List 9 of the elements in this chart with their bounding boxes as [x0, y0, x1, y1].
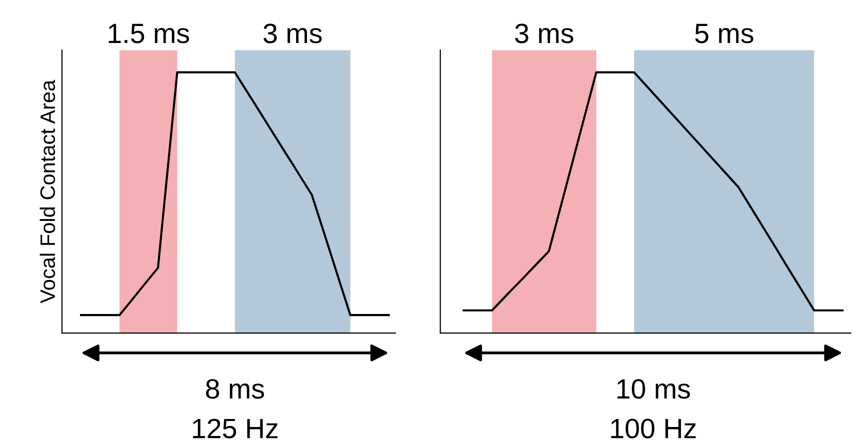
text: 8 ms [206, 379, 264, 399]
text: 10 ms [617, 379, 690, 399]
text: 125 Hz [193, 418, 278, 438]
y-axis-title: Vocal Fold Contact Area [40, 80, 56, 304]
text: 100 Hz [611, 418, 696, 438]
text: 3 ms [264, 24, 322, 44]
text: 1.5 ms [108, 24, 190, 44]
text: 5 ms [695, 24, 754, 44]
text: 3 ms [515, 24, 574, 44]
